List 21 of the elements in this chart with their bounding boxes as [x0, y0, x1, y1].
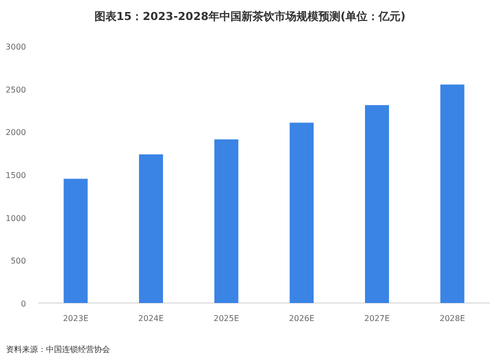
y-tick-label: 500 — [10, 256, 26, 266]
x-tick-label: 2024E — [138, 314, 164, 323]
chart-title: 图表15：2023-2028年中国新茶饮市场规模预测(单位：亿元) — [94, 10, 406, 23]
y-tick-label: 2500 — [6, 85, 26, 94]
bar — [214, 139, 238, 303]
x-tick-label: 2023E — [62, 314, 88, 323]
y-tick-label: 1500 — [6, 171, 26, 180]
x-tick-label: 2026E — [288, 314, 314, 323]
bar — [139, 154, 163, 303]
x-tick-label: 2025E — [214, 314, 240, 323]
y-tick-label: 2000 — [6, 128, 26, 138]
bar — [365, 105, 389, 303]
y-tick-label: 1000 — [6, 214, 26, 223]
x-tick-label: 2028E — [440, 314, 466, 323]
bar — [290, 122, 314, 303]
bar — [64, 178, 88, 303]
y-tick-label: 0 — [20, 300, 26, 308]
x-tick-label: 2027E — [364, 314, 390, 323]
bar — [440, 84, 464, 303]
text: 资料来源：中国连锁经营协会 — [6, 345, 110, 354]
y-tick-label: 3000 — [6, 42, 26, 52]
